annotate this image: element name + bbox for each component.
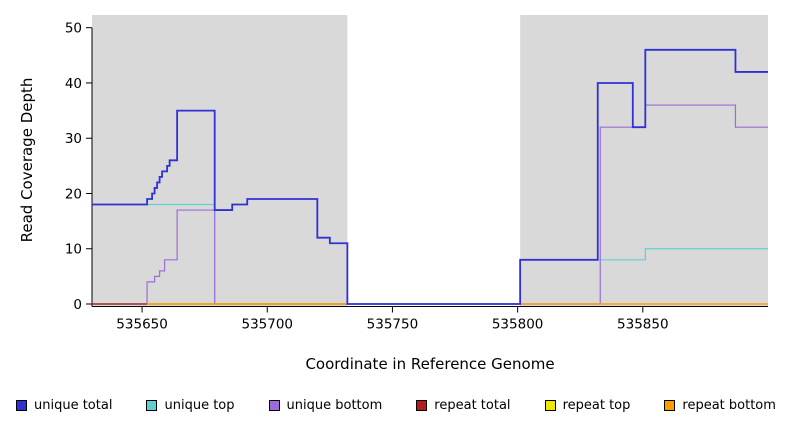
x-tick-label: 535800: [492, 317, 544, 333]
legend-swatch-unique-bottom: [268, 400, 280, 411]
legend-label: repeat total: [434, 398, 511, 413]
x-tick-label: 535750: [367, 317, 419, 333]
coverage-plot: 535650 535700 535750 535800 535850 0 10 20 30 40 5…: [65, 15, 768, 333]
y-tick-label: 30: [65, 131, 82, 147]
x-tick-label: 535650: [116, 317, 168, 333]
legend-item-unique-total: unique total: [16, 398, 112, 413]
y-tick-label: 0: [73, 297, 82, 313]
legend-item-repeat-top: repeat top: [544, 398, 631, 413]
legend-label: unique bottom: [286, 398, 383, 413]
y-tick-label: 20: [65, 186, 82, 202]
x-axis-title: Coordinate in Reference Genome: [305, 355, 555, 373]
legend-swatch-unique-top: [146, 400, 158, 411]
legend-label: repeat top: [562, 398, 631, 413]
legend-item-unique-top: unique top: [146, 398, 235, 413]
legend-label: unique top: [164, 398, 235, 413]
y-tick-label: 10: [65, 242, 82, 258]
legend-item-repeat-bottom: repeat bottom: [664, 398, 776, 413]
shaded-region-band: [92, 15, 348, 307]
shaded-region-band: [520, 15, 768, 307]
x-tick-label: 535700: [241, 317, 293, 333]
legend-label: unique total: [34, 398, 113, 413]
legend-swatch-repeat-bottom: [664, 400, 676, 411]
legend-swatch-repeat-total: [416, 400, 428, 411]
legend-item-repeat-total: repeat total: [416, 398, 511, 413]
legend-label: repeat bottom: [682, 398, 776, 413]
legend-swatch-repeat-top: [544, 400, 556, 411]
x-tick-label: 535850: [617, 317, 669, 333]
legend-item-unique-bottom: unique bottom: [268, 398, 383, 413]
y-tick-label: 50: [65, 21, 82, 37]
series-line-unique-total: [92, 48, 768, 305]
y-tick-label: 40: [65, 76, 82, 92]
legend: unique total unique top unique bottom repea…: [0, 398, 792, 413]
y-axis-title: Read Coverage Depth: [18, 77, 36, 243]
legend-swatch-unique-total: [16, 400, 27, 411]
